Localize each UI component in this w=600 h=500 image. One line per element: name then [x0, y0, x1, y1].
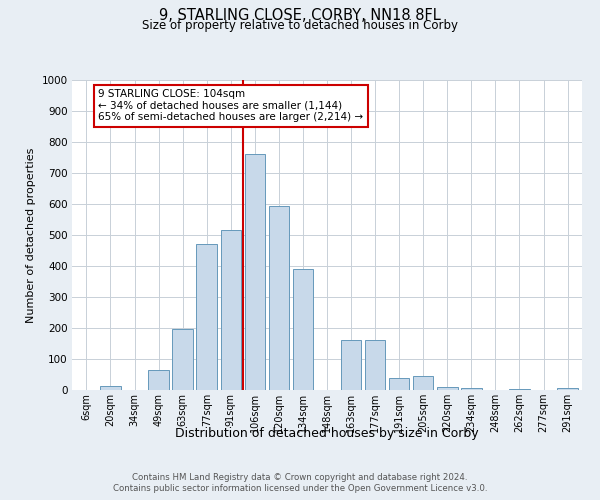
Bar: [100, 386, 121, 390]
Bar: [221, 230, 241, 390]
Bar: [389, 378, 409, 390]
Text: Size of property relative to detached houses in Corby: Size of property relative to detached ho…: [142, 19, 458, 32]
Bar: [557, 388, 578, 390]
Bar: [437, 387, 458, 390]
Bar: [269, 206, 289, 390]
Text: Contains public sector information licensed under the Open Government Licence v3: Contains public sector information licen…: [113, 484, 487, 493]
Bar: [293, 269, 313, 390]
Bar: [148, 370, 169, 390]
Text: Distribution of detached houses by size in Corby: Distribution of detached houses by size …: [175, 428, 479, 440]
Bar: [341, 340, 361, 390]
Bar: [365, 340, 385, 390]
Bar: [245, 154, 265, 390]
Bar: [509, 389, 530, 390]
Bar: [461, 388, 482, 390]
Bar: [172, 329, 193, 390]
Bar: [196, 244, 217, 390]
Y-axis label: Number of detached properties: Number of detached properties: [26, 148, 36, 322]
Bar: [413, 376, 433, 390]
Text: 9, STARLING CLOSE, CORBY, NN18 8FL: 9, STARLING CLOSE, CORBY, NN18 8FL: [159, 8, 441, 22]
Text: Contains HM Land Registry data © Crown copyright and database right 2024.: Contains HM Land Registry data © Crown c…: [132, 472, 468, 482]
Text: 9 STARLING CLOSE: 104sqm
← 34% of detached houses are smaller (1,144)
65% of sem: 9 STARLING CLOSE: 104sqm ← 34% of detach…: [98, 90, 364, 122]
